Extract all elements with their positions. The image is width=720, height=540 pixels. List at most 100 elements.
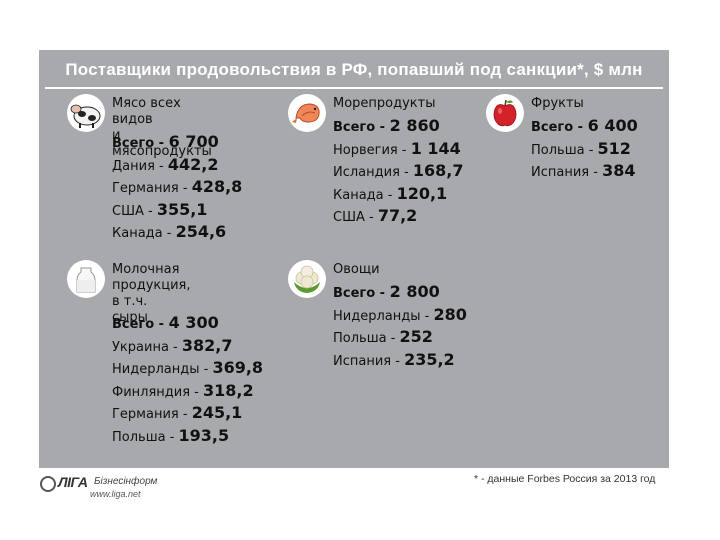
country-row: Польша - 252 xyxy=(333,327,467,350)
row-value: 2 860 xyxy=(389,116,440,135)
total-row: Всего - 4 300 xyxy=(112,313,263,336)
logo-url: www.liga.net xyxy=(90,489,141,499)
chart-panel: Поставщики продовольствия в РФ, попавший… xyxy=(39,50,669,468)
shrimp-icon xyxy=(288,94,326,132)
country-row: Польша - 512 xyxy=(531,139,638,162)
row-label: Канада - xyxy=(333,187,397,203)
category-rows: Всего - 6 400 Польша - 512 Испания - 384 xyxy=(531,116,638,184)
category-title: Молочная продукция, в т.ч. сыры xyxy=(112,262,191,326)
country-row: США - 355,1 xyxy=(112,200,242,223)
row-label: Дания - xyxy=(112,158,168,174)
row-value: 1 144 xyxy=(410,138,461,158)
row-value: 512 xyxy=(597,138,631,158)
country-row: Германия - 428,8 xyxy=(112,177,242,200)
row-value: 355,1 xyxy=(156,199,208,219)
row-label: Канада - xyxy=(112,226,176,241)
country-row: Дания - 442,2 xyxy=(112,155,242,178)
logo-mark-icon xyxy=(40,476,56,492)
row-value: 442,2 xyxy=(167,154,219,174)
row-label: Всего - xyxy=(333,286,390,301)
row-label: Польша - xyxy=(333,331,400,346)
total-row: Всего - 2 860 xyxy=(333,116,463,139)
category-title-line: Морепродукты xyxy=(333,96,436,111)
row-value: 193,5 xyxy=(178,425,230,445)
row-value: 369,8 xyxy=(212,358,264,377)
row-label: Нидерланды - xyxy=(333,308,434,324)
row-label: Всего - xyxy=(531,120,588,135)
row-value: 280 xyxy=(433,304,467,324)
country-row: Нидерланды - 280 xyxy=(333,305,467,328)
row-value: 6 400 xyxy=(587,116,638,135)
row-label: США - xyxy=(333,210,378,225)
row-value: 245,1 xyxy=(191,403,243,422)
country-row: США - 77,2 xyxy=(333,206,463,229)
row-value: 382,7 xyxy=(181,335,233,355)
row-value: 318,2 xyxy=(202,380,254,400)
category-title: Мясо всех видов и мясопродукты xyxy=(112,96,212,160)
country-row: Испания - 235,2 xyxy=(333,350,467,373)
country-row: Испания - 384 xyxy=(531,161,638,184)
category-rows: Всего - 4 300 Украина - 382,7 Нидерланды -… xyxy=(112,313,263,448)
total-row: Всего - 6 400 xyxy=(531,116,638,139)
total-row: Всего - 2 800 xyxy=(333,282,467,305)
total-row: Всего - 6 700 xyxy=(112,132,242,155)
row-label: Испания - xyxy=(333,353,405,369)
country-row: Украина - 382,7 xyxy=(112,336,263,359)
apple-icon xyxy=(486,94,524,132)
country-row: Исландия - 168,7 xyxy=(333,161,463,184)
category-title-line: Мясо всех видов xyxy=(112,96,181,127)
row-label: США - xyxy=(112,203,157,219)
category-title-line: Овощи xyxy=(333,262,380,277)
row-label: Польша - xyxy=(112,429,179,445)
title-divider xyxy=(45,87,663,89)
row-label: Всего - xyxy=(112,317,169,332)
logo-subtitle: Бізнесінформ xyxy=(94,476,158,487)
row-label: Германия - xyxy=(112,181,192,196)
category-title-line: продукция, в т.ч. xyxy=(112,278,191,309)
row-value: 6 700 xyxy=(168,132,219,151)
chart-title: Поставщики продовольствия в РФ, попавший… xyxy=(65,60,643,79)
row-value: 235,2 xyxy=(404,349,455,369)
category-title-line: Фрукты xyxy=(531,96,584,111)
row-label: Норвегия - xyxy=(333,142,411,158)
row-value: 384 xyxy=(602,161,636,180)
row-value: 77,2 xyxy=(377,206,418,225)
cow-icon xyxy=(67,94,105,132)
row-value: 168,7 xyxy=(412,161,464,180)
country-row: Нидерланды - 369,8 xyxy=(112,358,263,381)
country-row: Канада - 120,1 xyxy=(333,184,463,207)
row-value: 428,8 xyxy=(191,177,243,196)
country-row: Германия - 245,1 xyxy=(112,403,263,426)
country-row: Польша - 193,5 xyxy=(112,426,263,449)
category-rows: Всего - 2 800 Нидерланды - 280 Польша - 25… xyxy=(333,282,467,372)
category-title: Морепродукты xyxy=(333,96,436,112)
cauliflower-icon xyxy=(288,260,326,298)
row-value: 120,1 xyxy=(396,183,448,203)
category-title-line: сыры xyxy=(112,310,148,325)
footnote: * - данные Forbes Россия за 2013 год xyxy=(474,473,656,485)
country-row: Норвегия - 1 144 xyxy=(333,139,463,162)
row-label: Финляндия - xyxy=(112,384,203,400)
category-rows: Всего - 6 700 Дания - 442,2 Германия - 428… xyxy=(112,132,242,245)
country-row: Канада - 254,6 xyxy=(112,222,242,245)
row-label: Испания - xyxy=(531,165,603,180)
category-title-line: Молочная xyxy=(112,262,180,277)
category-rows: Всего - 2 860 Норвегия - 1 144 Исландия - … xyxy=(333,116,463,229)
row-label: Исландия - xyxy=(333,165,413,180)
category-title-line: и мясопродукты xyxy=(112,128,212,159)
row-value: 252 xyxy=(399,327,433,346)
row-label: Украина - xyxy=(112,339,182,355)
row-value: 4 300 xyxy=(168,313,219,332)
milk-icon xyxy=(67,260,105,298)
row-value: 254,6 xyxy=(175,222,227,241)
row-label: Германия - xyxy=(112,407,192,422)
row-label: Нидерланды - xyxy=(112,362,213,377)
row-label: Польша - xyxy=(531,142,598,158)
row-label: Всего - xyxy=(333,120,390,135)
category-title: Фрукты xyxy=(531,96,584,112)
logo-name: ЛIГА xyxy=(58,474,88,490)
row-value: 2 800 xyxy=(389,282,440,301)
row-label: Всего - xyxy=(112,136,169,151)
country-row: Финляндия - 318,2 xyxy=(112,381,263,404)
category-title: Овощи xyxy=(333,262,380,278)
